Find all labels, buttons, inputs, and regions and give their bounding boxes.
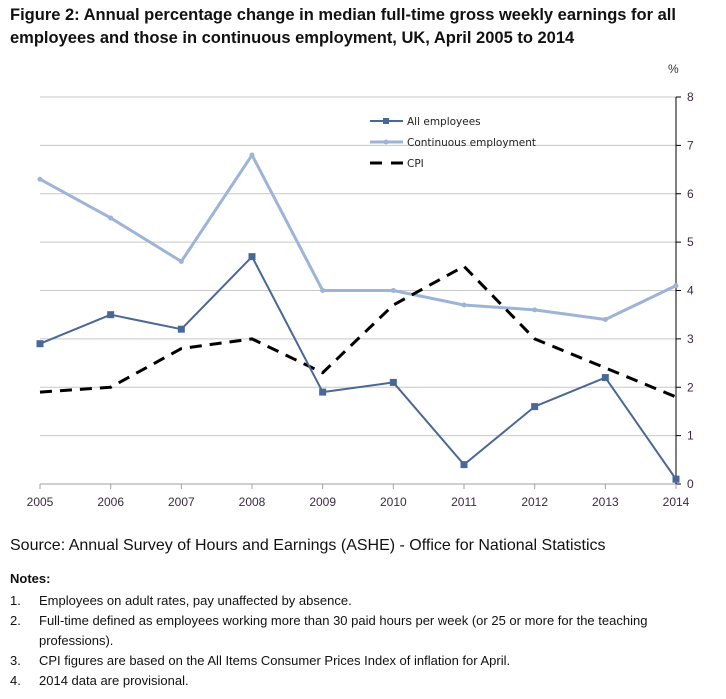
note-item: 2. Full-time defined as employees workin… — [10, 611, 710, 651]
legend-entry: CPI — [370, 158, 424, 170]
notes-list: 1. Employees on adult rates, pay unaffec… — [10, 591, 710, 691]
y-tick-label: 0 — [687, 477, 694, 491]
legend-marker — [383, 118, 389, 124]
data-point — [178, 258, 184, 264]
data-point — [36, 340, 44, 348]
x-tick-label: 2008 — [239, 495, 266, 509]
x-tick-label: 2011 — [451, 495, 477, 509]
data-point — [37, 176, 43, 182]
legend-marker — [383, 139, 389, 145]
legend-label: Continuous employment — [407, 137, 536, 149]
series-line-continuous-employment — [39, 153, 677, 322]
axes: 0 1 2 3 4 5 6 7 8% 2005 2006 2007 2008 2009 2010 2011 20… — [27, 62, 694, 509]
x-tick-label: 2012 — [521, 495, 548, 509]
line-chart: 0 1 2 3 4 5 6 7 8% 2005 2006 2007 2008 2009 2010 2011 20… — [27, 62, 694, 509]
legend-entry: All employees — [370, 116, 481, 128]
x-tick-label: 2013 — [592, 495, 619, 509]
note-text: 2014 data are provisional. — [39, 673, 189, 688]
legend: All employees Continuous employment CPI — [370, 116, 536, 170]
note-item: 3. CPI figures are based on the All Item… — [10, 651, 710, 671]
y-tick-label: 7 — [687, 138, 694, 152]
note-number: 1. — [10, 593, 21, 608]
series-lines — [36, 152, 680, 483]
data-point — [532, 307, 538, 313]
data-point — [320, 288, 326, 293]
series-line-cpi — [39, 264, 677, 399]
x-tick-label: 2010 — [380, 495, 407, 509]
gridlines — [40, 96, 676, 437]
x-tick-label: 2014 — [663, 495, 690, 509]
notes-title: Notes: — [10, 571, 51, 586]
note-text: Employees on adult rates, pay unaffected… — [39, 593, 352, 608]
data-point — [108, 215, 114, 221]
series-line-all-employees — [39, 255, 677, 480]
y-tick-label: 1 — [687, 429, 694, 443]
y-tick-label: 4 — [687, 284, 694, 298]
data-point — [390, 288, 396, 293]
data-point — [461, 302, 467, 308]
y-tick-label: 5 — [687, 235, 694, 249]
note-number: 2. — [10, 613, 21, 628]
note-number: 3. — [10, 653, 21, 668]
note-item: 1. Employees on adult rates, pay unaffec… — [10, 591, 710, 611]
y-tick-label: 6 — [687, 187, 694, 201]
legend-entry: Continuous employment — [370, 137, 536, 149]
data-point — [249, 152, 255, 158]
data-point — [673, 283, 679, 289]
data-point — [460, 461, 468, 469]
chart-title: Figure 2: Annual percentage change in me… — [10, 6, 676, 47]
data-point — [601, 374, 609, 382]
note-number: 4. — [10, 673, 21, 688]
legend-label: All employees — [407, 116, 481, 128]
note-item: 4. 2014 data are provisional. — [10, 671, 710, 691]
source-text: Source: Annual Survey of Hours and Earni… — [10, 537, 606, 554]
data-point — [107, 311, 115, 319]
data-point — [531, 403, 539, 411]
data-point — [319, 388, 327, 396]
legend-label: CPI — [407, 158, 424, 170]
note-text: CPI figures are based on the All Items C… — [39, 653, 511, 668]
y-tick-label: 8 — [687, 90, 694, 104]
note-text: Full-time defined as employees working m… — [39, 613, 648, 648]
data-point — [248, 253, 256, 261]
data-point — [602, 317, 608, 323]
x-tick-label: 2006 — [97, 495, 124, 509]
y-axis-unit-label: % — [668, 62, 679, 76]
data-point — [177, 325, 185, 333]
x-tick-label: 2005 — [27, 495, 54, 509]
x-tick-label: 2009 — [309, 495, 336, 509]
data-point — [672, 475, 680, 483]
y-tick-label: 2 — [687, 380, 694, 394]
data-point — [389, 378, 397, 386]
x-tick-label: 2007 — [168, 495, 195, 509]
y-tick-label: 3 — [687, 332, 694, 346]
